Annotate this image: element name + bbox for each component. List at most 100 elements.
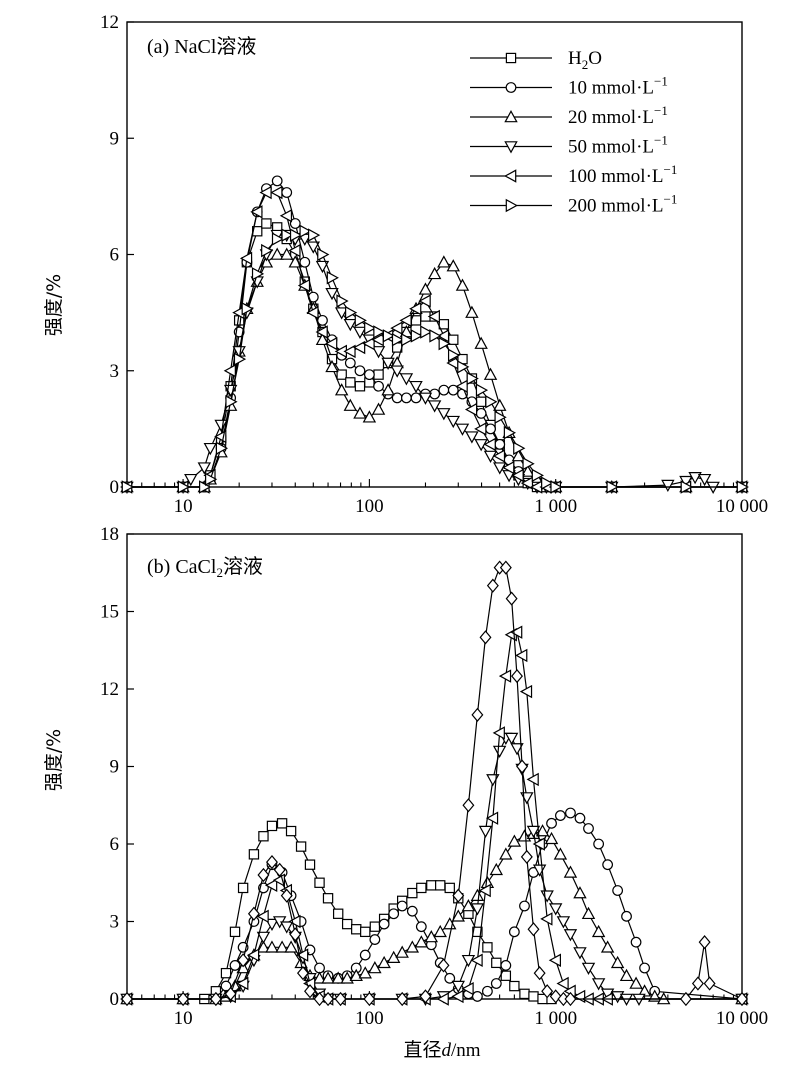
data-point [418, 392, 433, 405]
data-point [427, 309, 440, 324]
data-point [296, 948, 309, 962]
legend-text-pre: 50 mmol·L [568, 137, 654, 158]
data-point [317, 314, 328, 326]
data-point [509, 980, 520, 992]
data-point [197, 462, 212, 475]
data-point [527, 922, 540, 937]
data-point [289, 218, 301, 229]
data-point [474, 422, 487, 436]
series-square [121, 818, 748, 1005]
data-point [540, 890, 554, 903]
data-point [438, 384, 450, 396]
data-point [414, 935, 429, 948]
data-point [563, 865, 578, 878]
data-point [444, 972, 456, 984]
data-point [315, 325, 328, 339]
data-point [314, 877, 325, 888]
legend-marker [505, 52, 517, 64]
data-point [508, 926, 520, 938]
data-point [531, 468, 544, 483]
legend-entry: 20 mmol·L−1 [568, 103, 668, 128]
x-tick-label: 1 000 [534, 496, 577, 517]
data-point [237, 953, 250, 968]
data-point [573, 989, 586, 1004]
data-point [499, 847, 513, 860]
data-point [555, 810, 566, 821]
data-point [639, 962, 650, 974]
data-point [502, 460, 515, 475]
data-point [299, 224, 312, 238]
data-point [500, 970, 512, 981]
data-point [345, 305, 358, 320]
legend-entry: 50 mmol·L−1 [568, 133, 668, 158]
data-point [354, 381, 366, 392]
data-point [225, 395, 238, 409]
data-point [334, 991, 347, 1007]
data-point [471, 707, 484, 722]
data-point [474, 439, 488, 452]
data-point [359, 949, 371, 961]
data-point [437, 255, 451, 268]
series-triangle-down [120, 732, 749, 1006]
data-point [341, 918, 353, 930]
data-point [526, 825, 541, 839]
data-point [121, 991, 133, 1007]
legend-marker [505, 82, 517, 93]
data-point [485, 423, 496, 435]
x-tick-label: 1 000 [534, 1008, 577, 1029]
data-point [483, 437, 496, 452]
data-point [232, 346, 246, 359]
y-tick-label: 15 [100, 602, 119, 623]
data-point [436, 329, 450, 343]
y-tick-label: 9 [110, 128, 120, 149]
x-tick-label: 100 [355, 1008, 384, 1029]
data-point [177, 480, 191, 494]
y-tick-label: 3 [110, 361, 120, 382]
data-point [519, 988, 530, 1000]
data-point [304, 859, 316, 870]
data-point [351, 924, 362, 935]
data-point [661, 479, 675, 493]
data-point [470, 903, 485, 916]
data-point [451, 980, 465, 994]
data-point [483, 450, 498, 463]
data-point [492, 449, 506, 463]
data-point [343, 344, 356, 359]
data-point [295, 841, 307, 852]
data-point [610, 955, 625, 969]
data-point [698, 935, 711, 950]
data-point [336, 294, 349, 308]
data-point [455, 278, 470, 291]
data-point [446, 415, 460, 429]
panel-a-y-axis-label: 强度/% [43, 274, 65, 336]
data-point [344, 357, 356, 369]
data-point [306, 241, 321, 254]
data-point [332, 908, 344, 919]
data-point [494, 410, 507, 424]
data-point [273, 862, 286, 877]
data-point [630, 936, 642, 948]
data-point [409, 380, 423, 394]
data-point [237, 882, 249, 894]
data-point [343, 318, 358, 332]
data-point [492, 745, 507, 758]
data-point [239, 251, 253, 266]
data-point [427, 400, 442, 413]
data-point [446, 259, 460, 272]
data-point [457, 360, 470, 374]
data-point [418, 294, 431, 308]
x-label-pre: 直径 [403, 1039, 441, 1061]
y-tick-label: 18 [100, 524, 119, 545]
data-point [353, 340, 366, 355]
data-point [489, 862, 504, 876]
data-point [478, 883, 491, 898]
data-point [520, 792, 534, 805]
data-point [591, 924, 606, 938]
data-point [373, 369, 384, 380]
data-point [462, 798, 475, 813]
data-point [519, 684, 533, 699]
legend-text-pre: 10 mmol·L [568, 78, 654, 99]
data-point [224, 986, 237, 1001]
data-point [498, 669, 512, 683]
data-point [433, 924, 447, 938]
